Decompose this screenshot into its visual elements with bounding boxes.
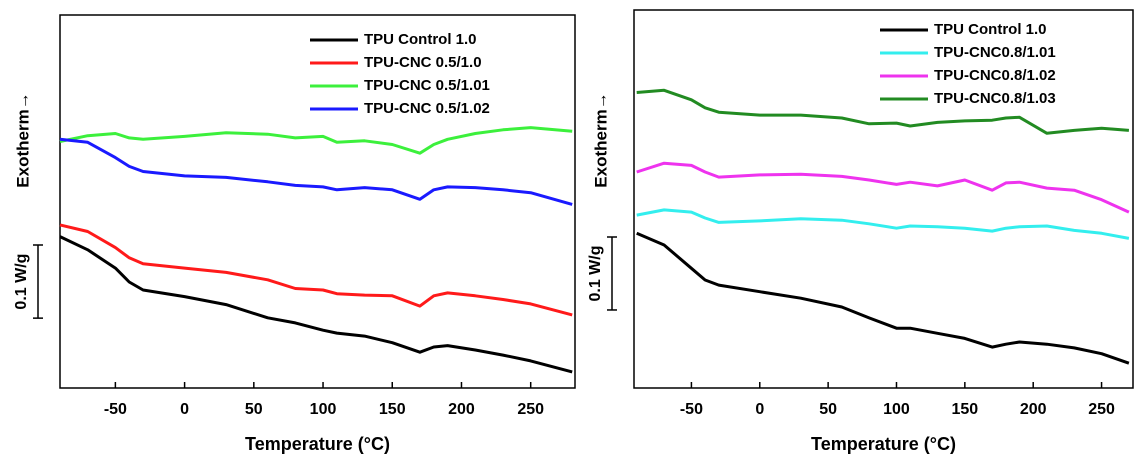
x-tick-label: 100 (883, 401, 910, 418)
data-line (59, 223, 573, 317)
x-axis-title: Temperature (°C) (811, 434, 956, 454)
x-tick-label: 250 (1088, 401, 1115, 418)
x-tick-label: 0 (755, 401, 764, 418)
legend-label: TPU-CNC 0.5/1.02 (364, 100, 490, 117)
legend-label: TPU-CNC0.8/1.03 (934, 90, 1056, 107)
x-tick-label: 200 (1020, 401, 1047, 418)
y-axis-title: Exotherm→ (13, 92, 32, 187)
legend-label: TPU-CNC0.8/1.02 (934, 67, 1056, 84)
plot-frame (633, 9, 1134, 389)
x-tick-label: 50 (819, 401, 837, 418)
plot-frame (59, 14, 576, 389)
x-tick-label: -50 (680, 401, 703, 418)
x-tick-label: 150 (951, 401, 978, 418)
legend-label: TPU-CNC 0.5/1.0 (364, 54, 482, 71)
x-tick-label: 100 (310, 401, 337, 418)
legend-label: TPU-CNC 0.5/1.01 (364, 77, 490, 94)
legend-label: TPU Control 1.0 (364, 31, 477, 48)
x-tick-label: -50 (104, 401, 127, 418)
x-tick-label: 200 (448, 401, 475, 418)
data-line (636, 161, 1130, 214)
x-tick-label: 250 (517, 401, 544, 418)
scale-bar-label: 0.1 W/g (13, 254, 30, 310)
y-axis-title: Exotherm→ (591, 92, 610, 187)
x-axis-title: Temperature (°C) (245, 434, 390, 454)
x-tick-label: 50 (245, 401, 263, 418)
data-line (636, 88, 1130, 135)
x-tick-label: 150 (379, 401, 406, 418)
data-line (59, 235, 573, 374)
legend-label: TPU-CNC0.8/1.01 (934, 44, 1056, 61)
x-tick-label: 0 (180, 401, 189, 418)
legend-label: TPU Control 1.0 (934, 21, 1047, 38)
data-line (59, 126, 573, 155)
data-line (59, 137, 573, 206)
data-line (636, 231, 1130, 365)
data-line (636, 208, 1130, 240)
scale-bar-label: 0.1 W/g (587, 245, 604, 301)
